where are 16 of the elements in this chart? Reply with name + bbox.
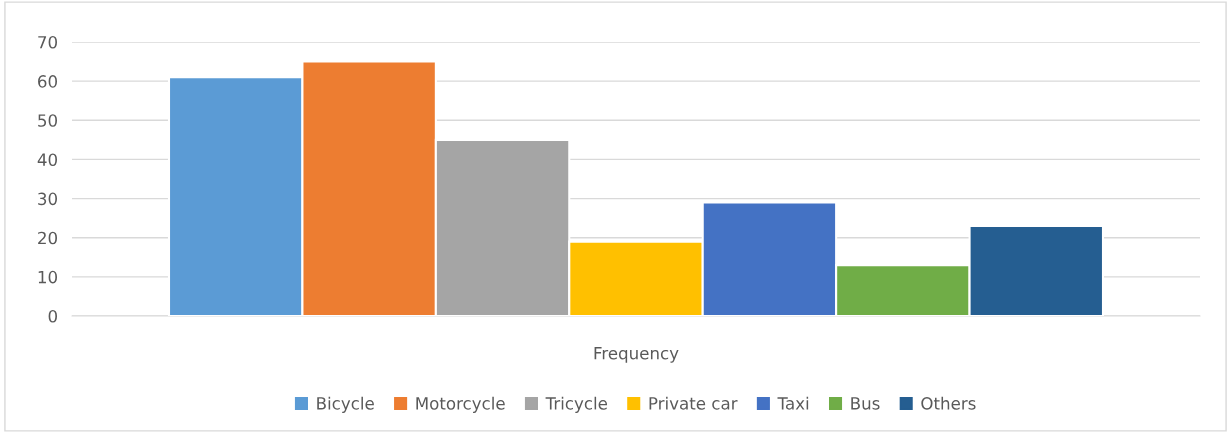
legend-label: Others [921,396,976,410]
y-tick-label: 30 [38,192,57,206]
legend-label: Motorcycle [416,396,505,413]
y-tick-label: 0 [48,309,57,323]
y-tick-label: 70 [38,35,57,49]
legend-label: Tricycle [545,396,608,413]
legend-label: Bicycle [317,396,374,413]
x-tick-label: Frequency [594,347,679,363]
y-tick-label: 20 [38,231,57,245]
y-tick-label: 40 [37,153,57,166]
legend-label: Private car [649,396,738,410]
y-tick-label: 60 [38,75,57,88]
legend-label: Bus [851,397,880,410]
y-tick-label: 50 [38,114,57,127]
legend-label: Taxi [777,396,809,410]
y-tick-label: 10 [38,270,57,284]
